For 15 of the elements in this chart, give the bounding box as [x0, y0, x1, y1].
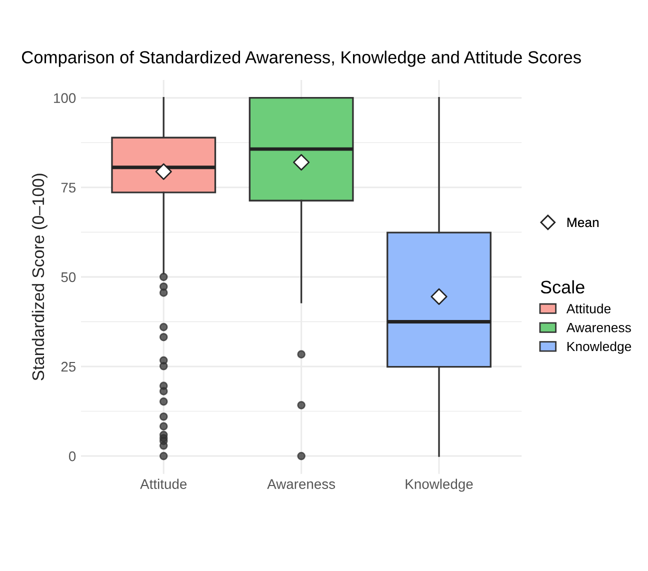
legend-label: Mean — [567, 218, 599, 228]
category-label: Awareness — [566, 323, 631, 332]
y-tick-label: 100 — [54, 93, 76, 104]
x-tick-label: Attitude — [140, 478, 187, 489]
y-axis-title: Standardized Score (0–100) — [32, 174, 48, 380]
chart-title: Comparison of Standardized Awareness, Knowledge and Attitude Scores — [22, 50, 581, 67]
y-tick-label: 75 — [61, 182, 76, 193]
category-label: Attitude — [566, 304, 611, 314]
y-tick-label: 25 — [61, 362, 76, 372]
x-tick-label: Knowledge — [406, 478, 473, 492]
y-tick-label: 0 — [68, 451, 76, 462]
legend-title: Scale — [540, 280, 584, 294]
y-tick-label: 50 — [61, 272, 76, 282]
x-tick-label: Awareness — [267, 479, 336, 489]
category-label: Knowledge — [567, 341, 632, 354]
